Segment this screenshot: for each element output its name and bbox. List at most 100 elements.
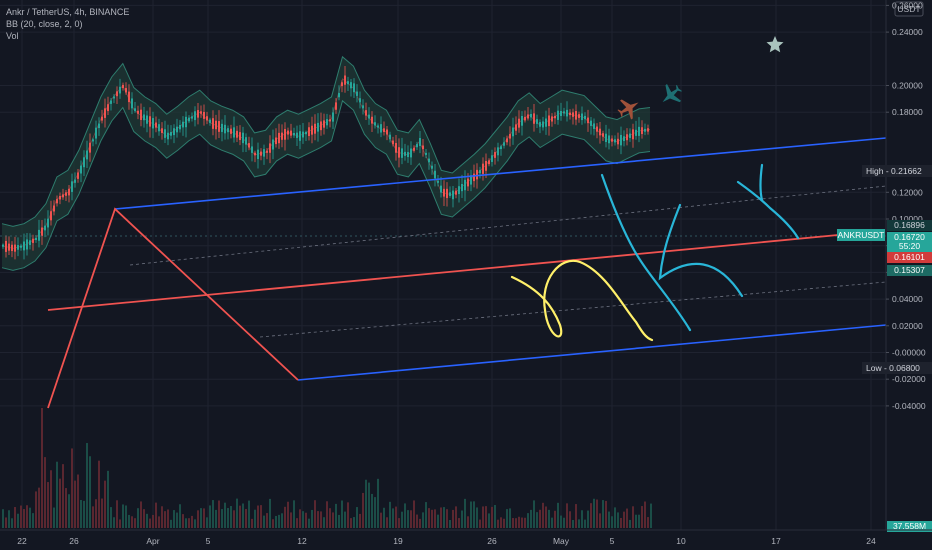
volume-bar: [416, 514, 418, 528]
bb-lower-price-tag-bg: [887, 265, 932, 276]
volume-bar: [167, 509, 169, 528]
plane-shape: [617, 99, 639, 120]
volume-bar: [290, 512, 292, 528]
candle-body: [206, 116, 208, 121]
low-label: Low - 0.06800: [866, 363, 920, 373]
candle-body: [584, 115, 586, 120]
candle-body: [38, 229, 40, 241]
volume-bar: [611, 516, 613, 528]
volume-bar: [545, 506, 547, 528]
candle-body: [389, 134, 391, 140]
volume-bar: [53, 507, 55, 528]
candle-body: [518, 118, 520, 128]
candle-body: [452, 190, 454, 200]
volume-bar: [176, 512, 178, 528]
time-tick-label: 24: [866, 536, 876, 546]
volume-bar: [455, 506, 457, 528]
volume-bar: [173, 510, 175, 528]
volume-bar: [134, 518, 136, 528]
legend-bollinger: BB (20, close, 2, 0): [6, 19, 83, 29]
candle-body: [641, 127, 643, 135]
candle-body: [140, 109, 142, 120]
volume-bar: [353, 517, 355, 528]
candle-body: [329, 119, 331, 122]
candle-body: [515, 124, 517, 131]
candle-body: [308, 127, 310, 137]
volume-bar: [542, 502, 544, 528]
candle-body: [302, 131, 304, 138]
candle-body: [71, 181, 73, 192]
volume-bar: [500, 517, 502, 528]
candle-body: [278, 132, 280, 144]
cyan-freehand-line-3: [736, 163, 800, 240]
volume-bar: [329, 508, 331, 528]
candle-body: [434, 170, 436, 179]
volume-bar: [638, 514, 640, 528]
volume-bar: [575, 504, 577, 528]
volume-bar: [548, 509, 550, 528]
volume-bar: [245, 508, 247, 528]
volume-bar: [356, 507, 358, 528]
volume-bar: [380, 512, 382, 528]
volume-bar: [209, 505, 211, 528]
volume-bar: [596, 499, 598, 528]
volume-bar: [149, 518, 151, 528]
candles: [2, 66, 649, 260]
candle-body: [596, 126, 598, 132]
time-tick-label: May: [553, 536, 570, 546]
volume-bar: [491, 506, 493, 528]
high-label-bg: [862, 165, 932, 177]
volume-tag: 37.558M: [893, 521, 926, 531]
candle-body: [356, 91, 358, 96]
candle-body: [527, 114, 529, 119]
candle-body: [620, 134, 622, 146]
volume-bar: [272, 519, 274, 528]
candle-body: [68, 188, 70, 196]
candle-body: [602, 133, 604, 137]
candle-body: [500, 146, 502, 150]
volume-bar: [533, 500, 535, 528]
candle-body: [293, 132, 295, 136]
volume-bar: [467, 516, 469, 528]
candle-body: [530, 113, 532, 118]
volume-bar: [392, 508, 394, 528]
candle-body: [461, 183, 463, 192]
volume-bar: [428, 508, 430, 528]
volume-bar: [632, 506, 634, 528]
candle-body: [350, 82, 352, 89]
candle-body: [554, 116, 556, 119]
candle-body: [44, 225, 46, 231]
candle-body: [413, 147, 415, 151]
candle-body: [23, 241, 25, 251]
volume-bar: [626, 508, 628, 528]
volume-bar: [254, 509, 256, 528]
candle-body: [512, 127, 514, 137]
volume-bar: [212, 500, 214, 528]
volume-bar: [44, 457, 46, 528]
price-tick-label: -0.04000: [892, 401, 926, 411]
candle-body: [416, 144, 418, 148]
candle-body: [311, 125, 313, 135]
volume-bar: [41, 408, 43, 528]
candle-body: [572, 112, 574, 117]
volume-bar: [608, 511, 610, 528]
bb-upper-price-tag-bg: [887, 220, 932, 231]
candle-body: [113, 96, 115, 99]
volume-bar: [410, 510, 412, 528]
candle-body: [380, 124, 382, 133]
candle-body: [281, 132, 283, 140]
candle-body: [377, 125, 379, 128]
volume-bar: [365, 479, 367, 528]
candle-body: [122, 84, 124, 89]
volume-bar: [434, 509, 436, 528]
volume-bar: [437, 514, 439, 528]
candle-body: [533, 113, 535, 124]
candle-body: [362, 105, 364, 109]
volume-bar: [485, 506, 487, 528]
red-trendline: [47, 234, 839, 311]
candle-body: [119, 86, 121, 94]
candle-body: [644, 128, 646, 132]
volume-bar: [359, 513, 361, 528]
